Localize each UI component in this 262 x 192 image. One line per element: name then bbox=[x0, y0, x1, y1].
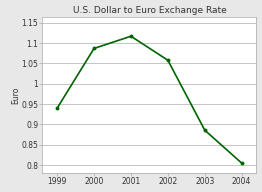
Y-axis label: Euro: Euro bbox=[11, 86, 20, 104]
Title: U.S. Dollar to Euro Exchange Rate: U.S. Dollar to Euro Exchange Rate bbox=[73, 6, 226, 15]
